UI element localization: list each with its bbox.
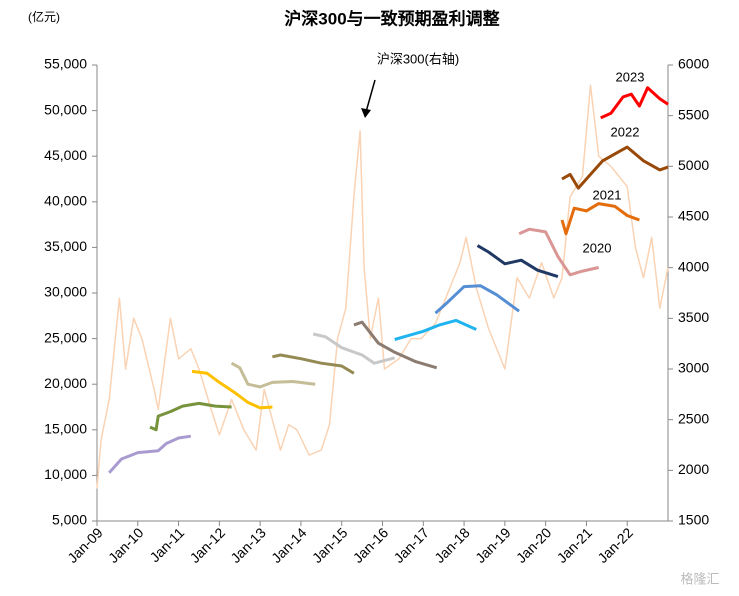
y2-tick-label: 3500	[678, 309, 709, 325]
earnings-line	[394, 318, 477, 341]
y-tick-label: 10,000	[44, 466, 87, 482]
y2-tick-label: 3000	[678, 360, 709, 376]
series-label: 2020	[583, 240, 612, 255]
series-label: 2023	[616, 69, 645, 84]
earnings-line	[600, 86, 669, 120]
x-tick-label: Jan-21	[554, 524, 596, 566]
x-tick-label: Jan-16	[350, 524, 392, 566]
earnings-line	[230, 361, 316, 389]
earnings-line	[353, 320, 438, 370]
y2-tick-label: 2500	[678, 410, 709, 426]
earnings-line	[149, 401, 232, 432]
x-tick-label: Jan-10	[105, 524, 147, 566]
y-tick-label: 15,000	[44, 421, 87, 437]
y2-tick-label: 5000	[678, 157, 709, 173]
earnings-line	[561, 145, 669, 190]
y-tick-label: 20,000	[44, 375, 87, 391]
y-tick-label: 5,000	[52, 512, 87, 528]
x-tick-label: Jan-14	[268, 524, 310, 566]
y-tick-label: 55,000	[44, 56, 87, 72]
x-tick-label: Jan-18	[431, 524, 473, 566]
y-unit: (亿元)	[28, 9, 60, 24]
earnings-line	[191, 369, 273, 410]
earnings-line	[434, 284, 520, 315]
index-line	[96, 84, 669, 489]
earnings-line	[560, 202, 640, 236]
series-label: 2022	[611, 124, 640, 139]
x-tick-label: Jan-11	[146, 524, 187, 565]
earnings-line	[312, 332, 396, 365]
earnings-line	[476, 244, 559, 279]
earnings-line	[518, 227, 600, 277]
annotation-arrow	[365, 79, 376, 113]
y2-tick-label: 2000	[678, 461, 709, 477]
y-tick-label: 30,000	[44, 284, 87, 300]
y-tick-label: 25,000	[44, 329, 87, 345]
x-tick-label: Jan-15	[309, 524, 351, 566]
earnings-line	[108, 434, 192, 474]
y-tick-label: 50,000	[44, 101, 87, 117]
x-tick-label: Jan-17	[390, 524, 432, 566]
y2-tick-label: 4000	[678, 258, 709, 274]
y-tick-label: 45,000	[44, 147, 87, 163]
x-tick-label: Jan-12	[187, 524, 229, 566]
x-tick-label: Jan-22	[594, 524, 636, 566]
x-tick-label: Jan-13	[227, 524, 269, 566]
y2-tick-label: 5500	[678, 106, 709, 122]
y-tick-label: 40,000	[44, 193, 87, 209]
x-tick-label: Jan-19	[472, 524, 514, 566]
y2-tick-label: 1500	[678, 512, 709, 528]
annotation: 沪深300(右轴)	[377, 51, 459, 66]
y2-tick-label: 6000	[678, 56, 709, 72]
series-label: 2021	[593, 187, 622, 202]
x-tick-label: Jan-20	[513, 524, 555, 566]
chart-title: 沪深300与一致预期盈利调整	[284, 8, 499, 28]
y2-tick-label: 4500	[678, 208, 709, 224]
arrow-head	[361, 108, 371, 118]
earnings-line	[272, 353, 355, 375]
y-tick-label: 35,000	[44, 238, 87, 254]
x-tick-label: Jan-09	[64, 524, 106, 566]
watermark: 格隆汇	[680, 571, 719, 586]
